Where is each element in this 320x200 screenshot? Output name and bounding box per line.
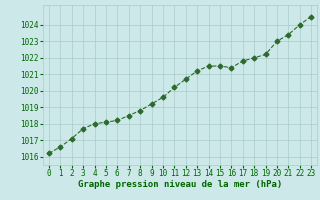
X-axis label: Graphe pression niveau de la mer (hPa): Graphe pression niveau de la mer (hPa)	[78, 180, 282, 189]
